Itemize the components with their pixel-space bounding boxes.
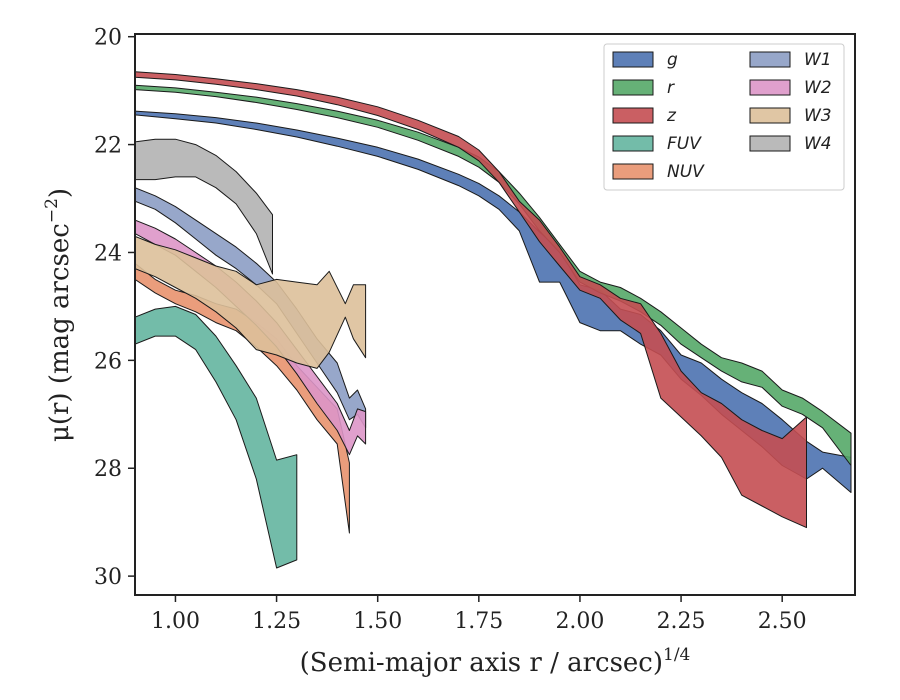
legend-label-w2: W2 — [804, 78, 832, 98]
x-tick-label: 1.50 — [353, 609, 402, 634]
x-axis-label: (Semi-major axis r / arcsec)1/4 — [300, 645, 691, 678]
x-tick-label: 2.50 — [758, 609, 807, 634]
x-tick-label: 1.25 — [252, 609, 301, 634]
legend-swatch-w4 — [749, 135, 791, 152]
legend-label-fuv: FUV — [667, 134, 702, 154]
legend-label-nuv: NUV — [667, 162, 705, 182]
band-z — [135, 71, 807, 529]
x-tick-label: 2.25 — [657, 609, 706, 634]
x-tick-label: 1.75 — [454, 609, 503, 634]
legend-swatch-w3 — [749, 107, 791, 124]
y-axis-label-text: μ(r) (mag arcsec — [45, 223, 75, 442]
band-fuv — [135, 305, 298, 569]
y-tick-label: 30 — [94, 565, 122, 590]
x-tick-label: 2.00 — [555, 609, 604, 634]
band-w3 — [135, 235, 367, 369]
legend: grz FUV NUV W1 W2 W3 W4 — [603, 43, 845, 191]
legend-swatch-w2 — [749, 79, 791, 96]
legend-label-z: z — [666, 106, 677, 126]
legend-label-w4: W4 — [804, 134, 832, 154]
x-axis-ticks: 1.00 1.25 1.50 1.75 2.00 2.25 2.50 — [151, 595, 807, 634]
y-tick-label: 26 — [94, 349, 122, 374]
x-tick-label: 1.00 — [151, 609, 200, 634]
x-axis-label-exponent: 1/4 — [663, 645, 690, 665]
y-axis-label: μ(r) (mag arcsec−2) — [42, 188, 75, 442]
legend-label-g: g — [667, 50, 678, 70]
y-tick-label: 22 — [94, 134, 122, 159]
x-axis-label-text: (Semi-major axis r / arcsec) — [300, 648, 663, 678]
y-tick-label: 28 — [94, 457, 122, 482]
y-axis-label-close: ) — [45, 188, 75, 198]
legend-label-r: r — [667, 78, 675, 98]
band-w4 — [135, 138, 273, 275]
y-tick-label: 24 — [94, 241, 122, 266]
legend-swatch-fuv — [612, 135, 654, 152]
legend-swatch-nuv — [612, 163, 654, 180]
legend-label-w3: W3 — [804, 106, 832, 126]
legend-swatch-r — [612, 79, 654, 96]
y-axis-ticks: 20 22 24 26 28 30 — [94, 26, 135, 590]
y-axis-label-exponent: −2 — [42, 198, 62, 223]
legend-swatch-g — [612, 51, 654, 68]
legend-label-w1: W1 — [804, 50, 832, 70]
plot-frame — [134, 33, 856, 596]
legend-swatch-w1 — [749, 51, 791, 68]
data-bands — [135, 71, 852, 569]
legend-swatch-z — [612, 107, 654, 124]
y-tick-label: 20 — [94, 26, 122, 51]
